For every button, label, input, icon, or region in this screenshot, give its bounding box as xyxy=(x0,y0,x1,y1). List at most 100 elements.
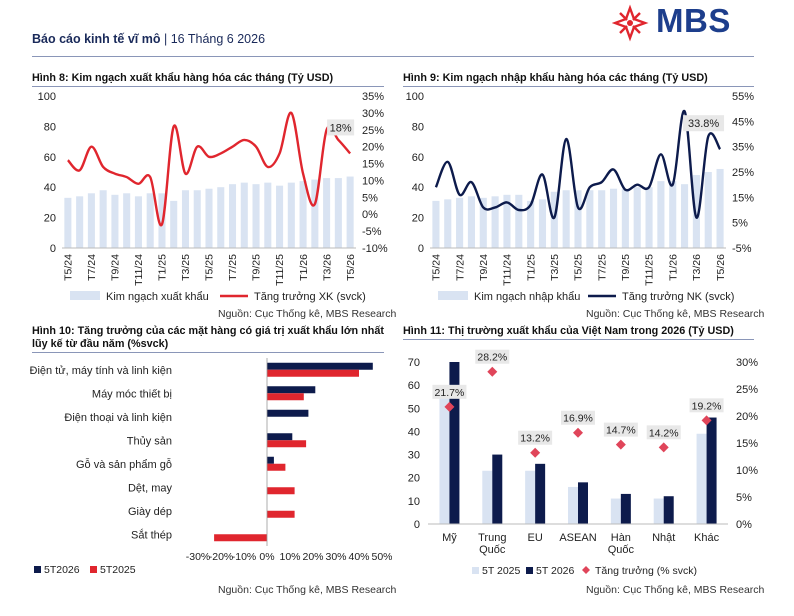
left-axis-tick-label: 0 xyxy=(414,519,420,531)
bar xyxy=(181,190,190,248)
bar-5t2025 xyxy=(267,463,286,471)
x-axis-tick-label: 20% xyxy=(302,551,323,563)
report-header: Báo cáo kinh tế vĩ mô | 16 Tháng 6 2026 xyxy=(32,32,265,46)
bar-5t2026 xyxy=(267,456,274,464)
bar xyxy=(99,190,107,248)
bar xyxy=(562,190,570,248)
bar-5t2025 xyxy=(214,534,267,542)
bar xyxy=(228,184,237,248)
legend-5t2026-swatch xyxy=(526,567,533,574)
right-axis-tick-label: 45% xyxy=(732,116,754,128)
bar-5t2026 xyxy=(663,496,674,524)
left-axis-tick-label: 20 xyxy=(412,213,424,225)
x-axis-tick-label: 50% xyxy=(371,551,392,563)
growth-marker xyxy=(658,442,669,453)
x-axis-tick-label: T1/26 xyxy=(298,254,310,281)
bar-5t2026 xyxy=(620,493,631,524)
fig9-chart: 0 20 40 60 80 100 -5% 5% 15% 25% 35% 45% 55% 33.8% T5/… xyxy=(406,91,755,303)
left-axis-tick-label: 20 xyxy=(44,213,56,225)
bar xyxy=(503,194,511,248)
x-axis-tick-label: 10% xyxy=(279,551,300,563)
growth-marker xyxy=(615,439,626,450)
right-axis-tick-label: -5% xyxy=(362,226,382,238)
fig10-title: Hình 10: Tăng trưởng của các mặt hàng có… xyxy=(32,325,384,351)
right-axis-tick-label: 10% xyxy=(736,465,758,477)
x-axis-tick-label: T9/25 xyxy=(251,254,263,281)
bar xyxy=(123,193,131,248)
fig8-chart: 0 20 40 60 80 100 -10% -5% 0% 5% 10% 15% 20% 25% 30% 35… xyxy=(38,91,388,303)
annotation-label: 18% xyxy=(330,122,352,134)
fig9-divider xyxy=(403,86,754,87)
x-axis-tick-label: T5/25 xyxy=(204,254,216,281)
x-axis-tick-label: 0% xyxy=(259,551,274,563)
bar xyxy=(692,175,700,248)
right-axis-tick-label: 5% xyxy=(732,218,748,230)
bar-5t2025 xyxy=(610,498,621,524)
x-axis-tick-label: -20% xyxy=(209,551,234,563)
bar-5t2026 xyxy=(267,409,309,417)
x-axis-tick-label: 40% xyxy=(348,551,369,563)
fig8-title: Hình 8: Kim ngạch xuất khẩu hàng hóa các… xyxy=(32,72,334,84)
right-axis-tick-label: 15% xyxy=(732,192,754,204)
bar xyxy=(217,187,225,248)
right-axis-tick-label: 55% xyxy=(732,91,754,103)
bar xyxy=(704,172,712,248)
bar xyxy=(334,178,342,248)
annotation-box xyxy=(683,115,725,132)
category-label: Giày dép xyxy=(128,506,172,518)
header-separator: | xyxy=(160,32,171,46)
growth-marker xyxy=(487,366,498,377)
fig9-source: Nguồn: Cục Thống kê, MBS Research xyxy=(586,308,765,320)
bar xyxy=(550,191,558,248)
annotation-label: 33.8% xyxy=(688,118,719,130)
growth-line xyxy=(66,111,352,227)
bar xyxy=(491,196,499,248)
growth-label: 16.9% xyxy=(563,413,593,425)
category-label: Quốc xyxy=(608,544,635,556)
x-axis-tick-label: T7/24 xyxy=(86,254,98,281)
x-axis-tick-label: T3/25 xyxy=(180,254,192,281)
left-axis-tick-label: 60 xyxy=(408,380,420,392)
left-axis-tick-label: 100 xyxy=(406,91,424,103)
bar-5t2026 xyxy=(267,386,316,394)
bar xyxy=(716,168,724,248)
bar xyxy=(323,178,331,248)
fig10-divider xyxy=(32,352,384,353)
x-axis-tick-label: T9/24 xyxy=(110,254,122,281)
fig10-source: Nguồn: Cục Thống kê, MBS Research xyxy=(218,584,397,596)
growth-label: 21.7% xyxy=(435,387,465,399)
bar xyxy=(76,196,84,248)
left-axis-tick-label: 50 xyxy=(408,403,420,415)
bar-5t2025 xyxy=(267,369,359,377)
left-axis-tick-label: 80 xyxy=(412,121,424,133)
bar xyxy=(669,181,677,248)
report-date: 16 Tháng 6 2026 xyxy=(170,32,266,46)
x-axis-tick-label: T5/25 xyxy=(573,254,585,281)
bar xyxy=(111,194,119,248)
bar xyxy=(598,190,606,248)
growth-label: 19.2% xyxy=(692,400,722,412)
right-axis-tick-label: 20% xyxy=(362,142,384,154)
legend-line-label: Tăng trưởng XK (svck) xyxy=(254,291,366,303)
bar-5t2026 xyxy=(535,463,546,524)
left-axis-tick-label: 70 xyxy=(408,357,420,369)
right-axis-tick-label: -5% xyxy=(732,243,752,255)
bar xyxy=(264,182,272,248)
bar xyxy=(527,200,535,248)
left-axis-tick-label: 0 xyxy=(418,243,424,255)
x-axis-tick-label: 30% xyxy=(325,551,346,563)
growth-marker xyxy=(701,415,712,426)
right-axis-tick-label: 5% xyxy=(736,492,752,504)
right-axis-tick-label: 10% xyxy=(362,175,384,187)
growth-label: 14.7% xyxy=(606,425,636,437)
fig8-source: Nguồn: Cục Thống kê, MBS Research xyxy=(218,308,397,320)
header-divider xyxy=(32,56,754,57)
category-label: Thủy sản xyxy=(127,435,172,447)
bar xyxy=(205,188,213,248)
bar xyxy=(645,187,653,248)
right-axis-tick-label: 25% xyxy=(362,125,384,137)
bar xyxy=(346,176,354,248)
category-label: Quốc xyxy=(479,544,506,556)
bar-5t2026 xyxy=(706,417,717,524)
right-axis-tick-label: 0% xyxy=(736,519,752,531)
